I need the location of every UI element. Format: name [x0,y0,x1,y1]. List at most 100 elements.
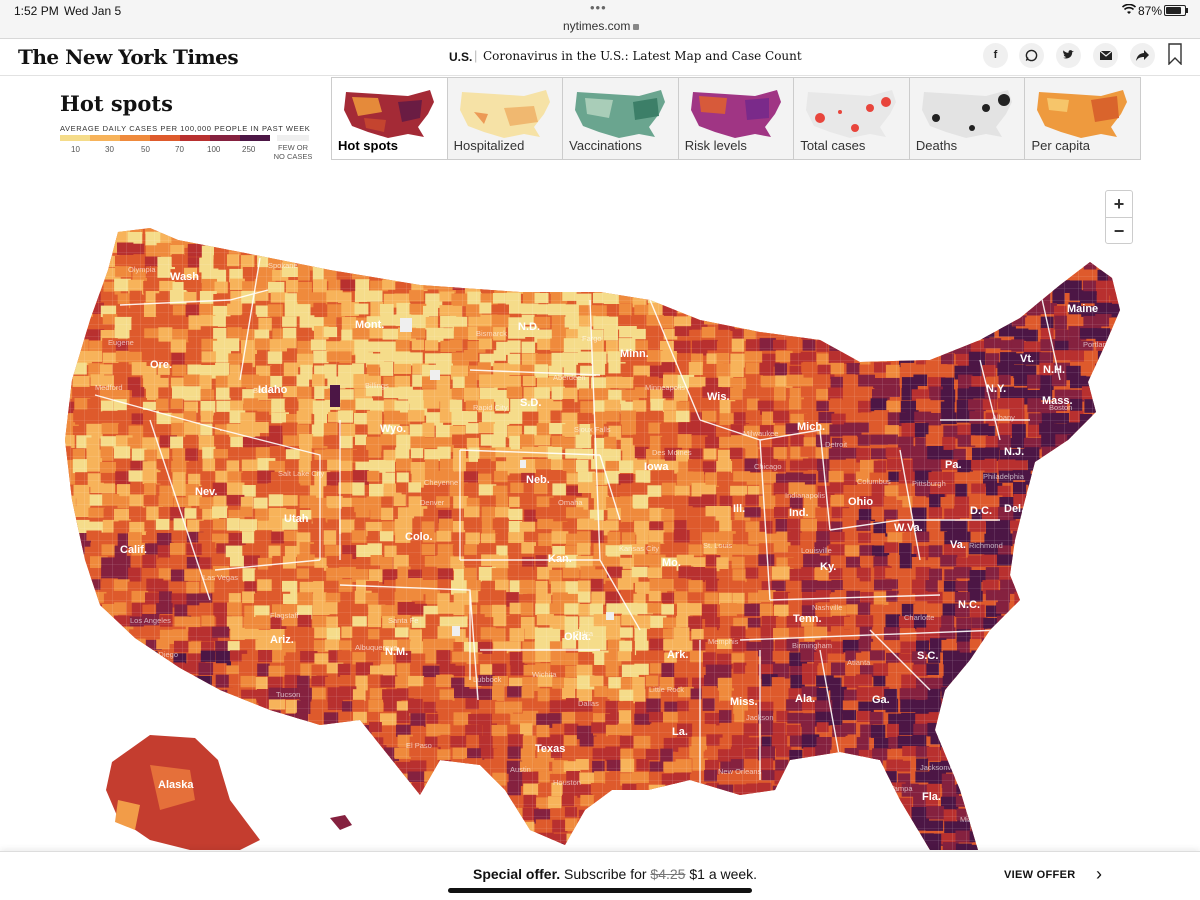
county-cell [719,243,735,255]
county-cell [1037,485,1051,498]
county-cell [368,843,384,850]
county-cell [1054,638,1072,650]
county-cell [1108,662,1120,673]
county-cell [887,315,902,326]
county-cell [65,542,76,558]
tab-hospitalized[interactable]: Hospitalized [447,78,564,159]
ramp-swatch [210,135,240,141]
county-cell [312,771,330,782]
county-cell [664,267,679,278]
county-cell [857,773,871,788]
county-cell [65,592,76,605]
county-cell [1052,734,1069,748]
multitasking-dots-icon[interactable]: ••• [590,0,607,15]
tab-total-cases[interactable]: Total cases [794,78,910,159]
county-cell [1051,544,1069,560]
county-cell [338,782,354,798]
county-cell [409,228,424,233]
color-ramp [60,135,270,141]
tab-vaccinations[interactable]: Vaccinations [563,78,679,159]
tab-hot-spots[interactable]: Hot spots [332,78,448,159]
nyt-logo[interactable]: The New York Times [18,45,239,69]
county-cell [269,831,287,842]
chevron-right-icon[interactable]: › [1096,864,1102,884]
share-icon[interactable] [1130,43,1155,68]
county-cell [157,710,171,722]
whatsapp-icon[interactable] [1019,43,1044,68]
county-cell [1028,566,1044,579]
county-cell [816,796,835,810]
county-cell [718,797,732,811]
zoom-in-button[interactable]: + [1106,191,1132,218]
email-icon[interactable] [1093,43,1118,68]
county-cell [74,736,91,749]
county-cell [408,809,422,823]
county-cell [326,832,345,846]
county-cell [1041,580,1058,593]
county-cell [565,254,582,265]
county-cell [1109,770,1120,784]
state-label: Nev. [195,486,217,498]
county-cell [1066,566,1083,577]
bookmark-icon[interactable] [1168,43,1182,65]
county-cell [328,228,346,233]
section-label[interactable]: U.S. [449,50,473,64]
county-cell [968,230,985,241]
county-cell [761,305,775,319]
county-cell [1111,519,1120,531]
county-cell [1111,485,1120,500]
county-cell [986,758,1001,772]
county-cell [970,304,988,317]
county-cell [65,614,76,626]
county-cell [746,820,765,832]
city-label: Pittsburgh [912,479,946,488]
county-cell [86,638,104,653]
county-cell [297,722,312,736]
view-offer-button[interactable]: VIEW OFFER [1004,869,1076,881]
county-cell [941,327,955,342]
county-cell [426,245,439,258]
county-cell [774,290,792,303]
county-cell [1042,737,1057,750]
county-cell [717,842,733,850]
facebook-icon[interactable]: f [983,43,1008,68]
county-cell [873,796,887,807]
county-cell [65,725,76,739]
url-bar[interactable]: nytimes.com [563,19,640,33]
county-cell [1065,830,1083,844]
county-cell [1052,233,1068,245]
county-cell [76,664,94,679]
county-cell [1053,557,1069,572]
county-cell [731,305,746,316]
county-cell [65,556,72,569]
county-cell [1122,555,1140,566]
county-cell [744,245,761,258]
county-cell [1094,628,1109,642]
county-cell [1082,794,1100,809]
county-cell [118,831,135,847]
county-cell [1110,352,1120,364]
home-indicator[interactable] [448,888,752,893]
tab-per-capita[interactable]: Per capita [1025,78,1141,159]
twitter-icon[interactable] [1056,43,1081,68]
city-label: San Diego [143,650,178,659]
county-cell [282,773,301,789]
county-cell [632,807,650,823]
hospitalized-thumbnail-icon [459,90,550,138]
tab-deaths[interactable]: Deaths [909,78,1026,159]
county-cell [438,794,455,808]
county-cell [187,699,200,711]
county-cell [1110,362,1120,374]
county-cell [995,698,1013,710]
county-cell [731,843,746,850]
tab-risk-levels[interactable]: Risk levels [678,78,795,159]
county-cell [381,231,396,246]
county-cell [65,734,71,750]
county-cell [424,782,440,797]
county-cell [549,245,563,260]
county-cell [1055,724,1074,737]
zoom-out-button[interactable]: − [1113,221,1125,241]
us-county-map[interactable]: Wash Ore. Calif. Nev. Idaho Mont. Wyo. U… [0,160,1200,850]
county-cell [158,662,171,676]
county-cell [608,228,622,234]
